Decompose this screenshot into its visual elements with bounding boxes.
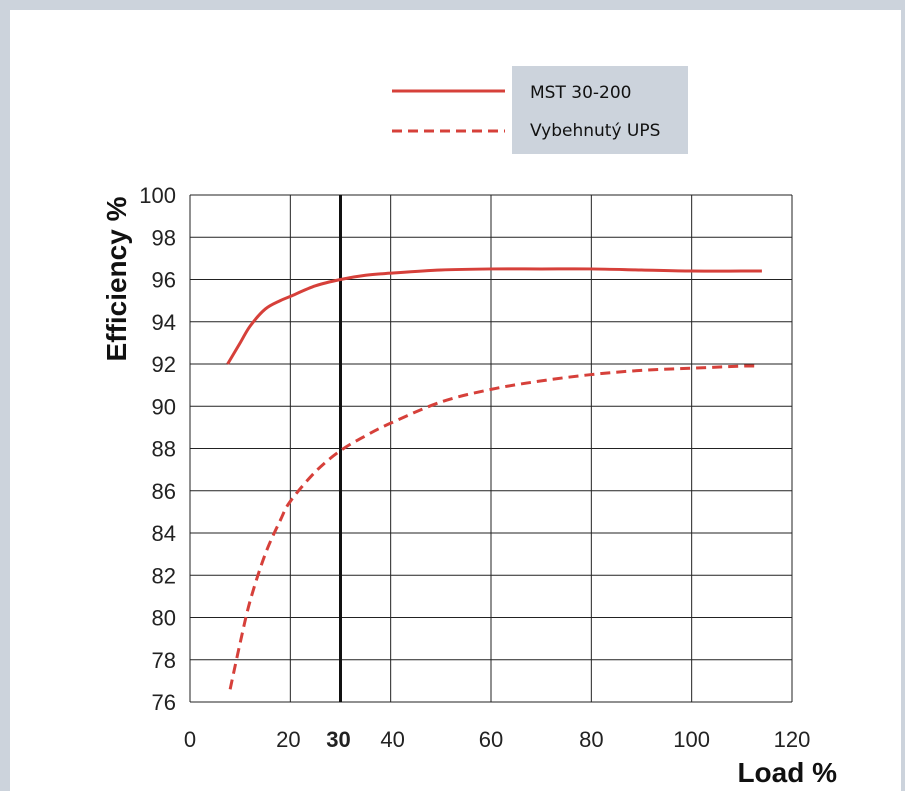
legend-label-ups: Vybehnutý UPS [530,121,660,141]
series-line-vybehnuty-ups [228,364,757,690]
series-line-mst-30-200 [226,267,762,365]
x-tick-label: 120 [774,727,811,752]
x-tick-label: 20 [276,727,300,752]
x-tick-label: 80 [579,727,603,752]
y-tick-label: 84 [152,521,176,546]
y-tick-label: 82 [152,563,176,588]
y-tick-label: 88 [152,437,176,462]
y-tick-label: 92 [152,352,176,377]
legend-background [512,66,688,154]
x-tick-label: 100 [673,727,710,752]
y-tick-label: 78 [152,648,176,673]
x-tick-label: 0 [184,727,196,752]
y-tick-label: 100 [139,183,176,208]
legend-label-mst: MST 30-200 [530,83,631,103]
y-tick-label: 80 [152,606,176,631]
series-lines [226,267,762,690]
y-tick-label: 86 [152,479,176,504]
x-axis-title: Load % [737,757,837,788]
y-tick-label: 94 [152,310,176,335]
y-tick-label: 76 [152,690,176,715]
tick-labels: 76 78 80 82 84 86 88 90 92 94 96 98 100 0 20 30 40 60 80 10… [139,183,810,752]
grid [189,194,793,703]
x-tick-label: 30 [326,727,350,752]
y-tick-label: 96 [152,268,176,293]
y-tick-label: 98 [152,225,176,250]
x-tick-label: 40 [380,727,404,752]
legend: MST 30-200 Vybehnutý UPS [392,66,688,154]
y-axis-title: Efficiency % [101,196,132,361]
y-tick-label: 90 [152,394,176,419]
x-tick-label: 60 [479,727,503,752]
